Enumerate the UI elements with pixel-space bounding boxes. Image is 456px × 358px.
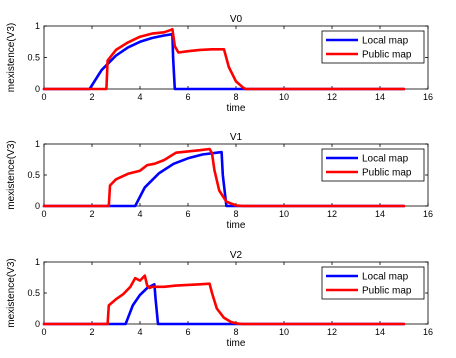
- y-axis-label: mexistence(V3): [6, 140, 17, 209]
- series-line-public-map: [42, 147, 406, 208]
- chart-title: V0: [230, 14, 243, 25]
- legend-box: [321, 148, 425, 182]
- y-tick-label: 0: [35, 201, 40, 211]
- x-tick-label: 0: [41, 92, 46, 102]
- series-line-public-map: [42, 27, 406, 91]
- x-tick-label: 14: [375, 209, 385, 219]
- x-tick-label: 4: [137, 209, 142, 219]
- x-axis-label: time: [227, 338, 246, 349]
- x-tick-label: 14: [375, 92, 385, 102]
- x-tick-label: 6: [185, 92, 190, 102]
- x-tick-label: 0: [41, 209, 46, 219]
- x-tick-label: 2: [89, 209, 94, 219]
- legend-label: Local map: [362, 36, 409, 47]
- chart-panel-0: 0 2 4 6 8 10 12 14 16 0 0.5 1 V0 time mexistence(V3) Lo…: [6, 14, 433, 114]
- y-tick-label: 0.5: [27, 53, 40, 63]
- y-axis-label: mexistence(V3): [6, 258, 17, 327]
- y-tick-label: 1: [35, 139, 40, 149]
- x-tick-label: 2: [89, 92, 94, 102]
- x-tick-label: 6: [185, 209, 190, 219]
- x-tick-label: 8: [233, 327, 238, 337]
- legend: Local map Public map: [321, 30, 425, 64]
- series-line-local-map: [42, 32, 406, 91]
- chart-panel-2: 0 2 4 6 8 10 12 14 16 0 0.5 1 V2 time mexistence(V3) Lo…: [6, 250, 433, 349]
- series-line-local-map: [42, 282, 406, 326]
- x-tick-label: 8: [233, 92, 238, 102]
- series-line-local-map: [42, 150, 406, 208]
- legend-box: [321, 30, 425, 64]
- x-tick-label: 12: [327, 92, 337, 102]
- series-line-public-map: [42, 274, 406, 326]
- legend-label: Public map: [362, 50, 412, 61]
- y-tick-label: 0: [35, 319, 40, 329]
- x-tick-label: 16: [423, 92, 433, 102]
- y-tick-label: 1: [35, 21, 40, 31]
- legend-label: Local map: [362, 154, 409, 165]
- legend-label: Public map: [362, 168, 412, 179]
- legend: Local map Public map: [321, 266, 425, 300]
- y-tick-label: 1: [35, 257, 40, 267]
- x-tick-label: 4: [137, 327, 142, 337]
- y-tick-label: 0: [35, 84, 40, 94]
- x-tick-label: 2: [89, 327, 94, 337]
- x-tick-label: 12: [327, 327, 337, 337]
- x-tick-label: 6: [185, 327, 190, 337]
- x-tick-label: 16: [423, 209, 433, 219]
- x-axis-label: time: [227, 103, 246, 114]
- chart-panel-1: 0 2 4 6 8 10 12 14 16 0 0.5 1 V1 time mexistence(V3) Lo…: [6, 132, 433, 231]
- y-axis-label: mexistence(V3): [6, 23, 17, 92]
- x-tick-label: 8: [233, 209, 238, 219]
- x-tick-label: 0: [41, 327, 46, 337]
- chart-title: V2: [230, 250, 243, 261]
- x-tick-label: 10: [279, 209, 289, 219]
- legend-box: [321, 266, 425, 300]
- chart-title: V1: [230, 132, 243, 143]
- legend-label: Public map: [362, 286, 412, 297]
- x-tick-label: 12: [327, 209, 337, 219]
- x-tick-label: 14: [375, 327, 385, 337]
- x-tick-label: 10: [279, 327, 289, 337]
- x-tick-label: 4: [137, 92, 142, 102]
- y-tick-label: 0.5: [27, 288, 40, 298]
- legend-label: Local map: [362, 272, 409, 283]
- legend: Local map Public map: [321, 148, 425, 182]
- x-tick-label: 10: [279, 92, 289, 102]
- y-tick-label: 0.5: [27, 170, 40, 180]
- x-tick-label: 16: [423, 327, 433, 337]
- x-axis-label: time: [227, 220, 246, 231]
